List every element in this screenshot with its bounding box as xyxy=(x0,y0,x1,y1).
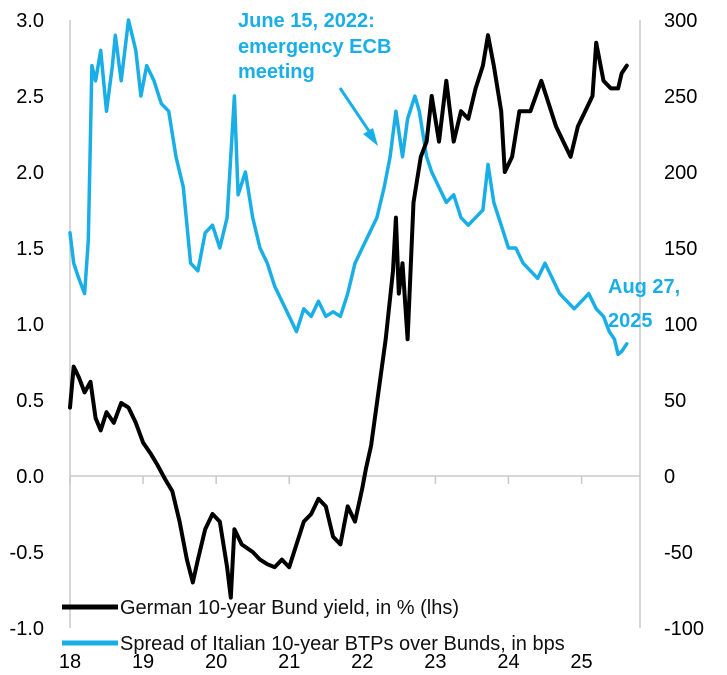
y-left-tick-label: 2.5 xyxy=(16,86,44,108)
y-right-tick-label: 250 xyxy=(664,86,697,108)
x-tick-label: 20 xyxy=(205,651,227,673)
annotation-aug-27: Aug 27, 2025 xyxy=(608,276,680,332)
y-right-tick-label: -100 xyxy=(664,618,704,640)
series-line-btp-spread xyxy=(68,18,629,357)
annotation-aug-line-1: Aug 27, xyxy=(608,276,680,298)
x-tick-label: 22 xyxy=(351,651,373,673)
series-line-bund-yield xyxy=(68,33,629,600)
y-left-tick-label: -0.5 xyxy=(10,542,44,564)
y-left-tick-label: 0.0 xyxy=(16,466,44,488)
legend-label-bund: German 10-year Bund yield, in % (lhs) xyxy=(120,597,459,619)
y-left-tick-label: 1.5 xyxy=(16,238,44,260)
y-left-tick-label: -1.0 xyxy=(10,618,44,640)
y-left-tick-label: 2.0 xyxy=(16,162,44,184)
axes: -1.0 -0.5 0.0 0.5 1.0 1.5 2.0 2.5 3.0 -100 -50 0 50 1… xyxy=(10,10,705,673)
annotation-arrow-head xyxy=(363,128,378,146)
x-tick-label: 24 xyxy=(497,651,519,673)
annotation-ecb-line-2: emergency ECB xyxy=(238,36,391,58)
x-tick-label: 25 xyxy=(570,651,592,673)
y-right-tick-label: 150 xyxy=(664,238,697,260)
y-right-tick-label: 200 xyxy=(664,162,697,184)
x-tick-label: 19 xyxy=(132,651,154,673)
annotation-aug-line-2: 2025 xyxy=(608,310,653,332)
y-left-tick-label: 1.0 xyxy=(16,314,44,336)
legend: German 10-year Bund yield, in % (lhs) Sp… xyxy=(62,597,565,655)
y-right-tick-label: 100 xyxy=(664,314,697,336)
y-left-tick-label: 0.5 xyxy=(16,390,44,412)
y-right-tick-label: -50 xyxy=(664,542,693,564)
x-tick-label: 23 xyxy=(424,651,446,673)
y-right-tick-label: 0 xyxy=(664,466,675,488)
x-tick-label: 18 xyxy=(59,651,81,673)
annotation-ecb-line-1: June 15, 2022: xyxy=(238,10,375,32)
y-right-tick-label: 50 xyxy=(664,390,686,412)
y-left-tick-label: 3.0 xyxy=(16,10,44,32)
y-right-tick-label: 300 xyxy=(664,10,697,32)
annotation-ecb-meeting: June 15, 2022: emergency ECB meeting xyxy=(238,10,391,146)
x-tick-label: 21 xyxy=(278,651,300,673)
legend-label-spread: Spread of Italian 10-year BTPs over Bund… xyxy=(120,633,565,655)
annotation-ecb-line-3: meeting xyxy=(238,61,315,83)
annotations: June 15, 2022: emergency ECB meeting Aug… xyxy=(238,10,680,332)
series-lines xyxy=(68,18,629,600)
